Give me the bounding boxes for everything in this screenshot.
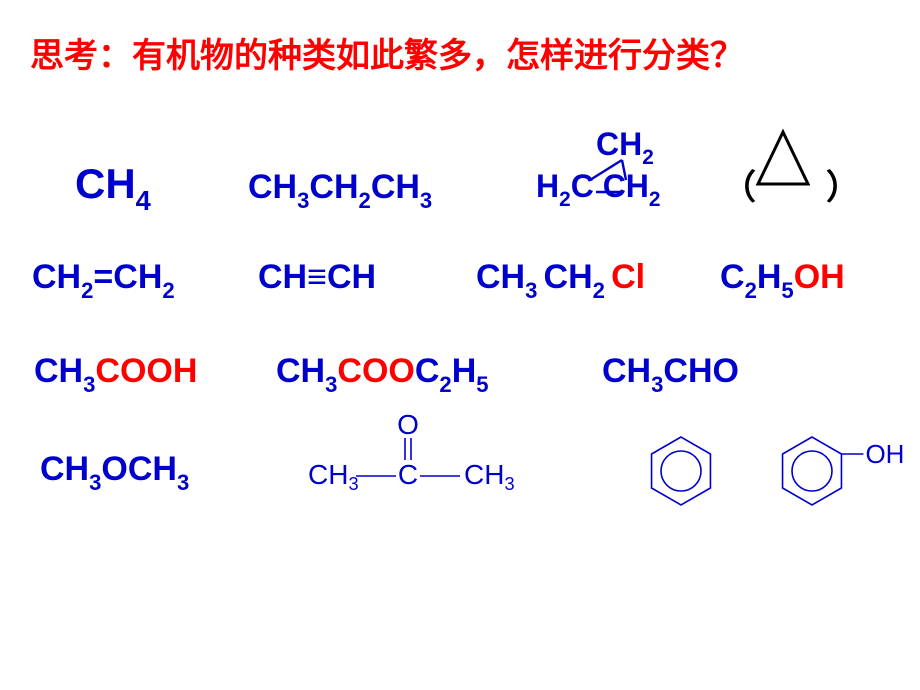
paren-close: ） xyxy=(826,160,860,209)
formula-acetaldehyde: CH3CHO xyxy=(602,352,739,396)
slide: 思考：有机物的种类如此繁多，怎样进行分类？ CH4 CH3CH2CH3 CH2 … xyxy=(0,0,920,690)
formula-ethanol: C2H5OH xyxy=(720,258,845,302)
formula-ethyl-acetate: CH3COOC2H5 xyxy=(276,352,489,396)
formula-chloroethane: CH3 CH2 Cl xyxy=(476,258,645,302)
paren-open: （ xyxy=(722,160,756,209)
formula-dimethyl-ether: CH3OCH3 xyxy=(40,450,189,494)
formula-acetic-acid: CH3COOH xyxy=(34,352,197,396)
svg-text:O: O xyxy=(397,409,419,440)
svg-text:C: C xyxy=(398,459,418,490)
formula-ethyne: CH≡CH xyxy=(258,258,376,297)
benzene-ring xyxy=(636,426,726,516)
acetone-structure: OC CH3 CH3 xyxy=(298,410,518,510)
cyclopropane-bonds xyxy=(0,0,920,690)
triangle-icon xyxy=(754,128,824,198)
svg-text:CH3: CH3 xyxy=(464,459,515,494)
svg-text:CH3: CH3 xyxy=(308,459,359,494)
phenol-structure: OH xyxy=(772,426,912,516)
svg-text:OH: OH xyxy=(865,439,904,469)
formula-ethene: CH2=CH2 xyxy=(32,258,175,302)
